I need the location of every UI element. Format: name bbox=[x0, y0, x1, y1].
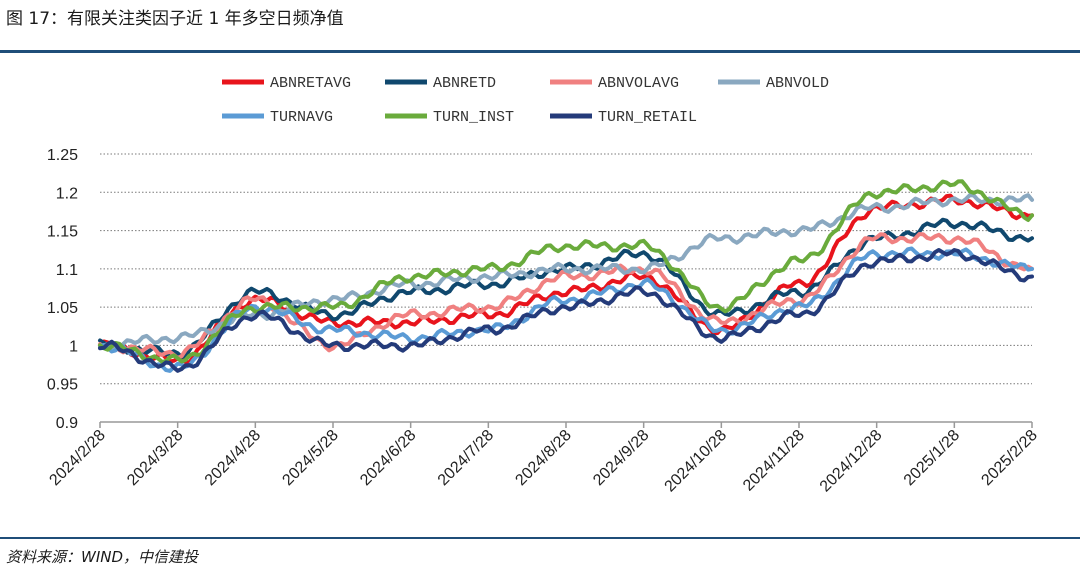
legend-label: ABNVOLAVG bbox=[598, 75, 679, 92]
x-tick-label: 2024/10/28 bbox=[662, 427, 731, 496]
x-tick-label: 2025/1/28 bbox=[901, 427, 963, 489]
x-tick-label: 2024/3/28 bbox=[124, 427, 186, 489]
x-tick-label: 2024/9/28 bbox=[590, 427, 652, 489]
y-tick-label: 1.1 bbox=[56, 262, 78, 279]
legend-label: ABNRETD bbox=[433, 75, 496, 92]
series-line-turnavg bbox=[98, 246, 1034, 373]
x-tick-label: 2024/7/28 bbox=[435, 427, 497, 489]
legend-label: TURN_RETAIL bbox=[598, 109, 697, 126]
x-tick-label: 2024/6/28 bbox=[357, 427, 419, 489]
x-tick-label: 2025/2/28 bbox=[978, 427, 1040, 489]
legend-label: TURNAVG bbox=[270, 109, 333, 126]
chart-title: 图 17：有限关注类因子近 1 年多空日频净值 bbox=[6, 9, 344, 29]
y-tick-label: 0.9 bbox=[56, 415, 78, 432]
series-line-abnretavg bbox=[98, 193, 1034, 365]
x-tick-label: 2024/2/28 bbox=[46, 427, 108, 489]
series-line-turn-retail bbox=[98, 248, 1034, 373]
top-divider bbox=[0, 50, 1080, 53]
y-tick-label: 1.25 bbox=[47, 147, 78, 164]
x-tick-label: 2024/8/28 bbox=[512, 427, 574, 489]
legend-label: TURN_INST bbox=[433, 109, 514, 126]
x-tick-label: 2024/5/28 bbox=[279, 427, 341, 489]
y-tick-label: 0.95 bbox=[47, 377, 78, 394]
legend-label: ABNRETAVG bbox=[270, 75, 351, 92]
legend-label: ABNVOLD bbox=[766, 75, 829, 92]
legend: ABNRETAVG ABNRETD ABNVOLAVG ABNVOLD TURNAVG T… bbox=[222, 75, 829, 126]
series-line-turn-inst bbox=[98, 179, 1034, 364]
y-tick-label: 1.05 bbox=[47, 300, 78, 317]
y-tick-label: 1.15 bbox=[47, 224, 78, 241]
series-lines bbox=[98, 179, 1034, 373]
x-tick-label: 2024/12/28 bbox=[817, 427, 886, 496]
x-tick-label: 2024/11/28 bbox=[740, 427, 808, 495]
y-tick-label: 1 bbox=[69, 338, 78, 355]
axes: 0.9 0.95 1 1.05 1.1 1.15 1.2 1.25 2024/2/28 2024/… bbox=[46, 147, 1040, 495]
bottom-divider bbox=[0, 537, 1080, 539]
series-line-abnvold bbox=[98, 193, 1034, 352]
source-note: 资料来源：WIND，中信建投 bbox=[6, 548, 199, 566]
y-tick-label: 1.2 bbox=[56, 185, 78, 202]
x-tick-label: 2024/4/28 bbox=[202, 427, 264, 489]
